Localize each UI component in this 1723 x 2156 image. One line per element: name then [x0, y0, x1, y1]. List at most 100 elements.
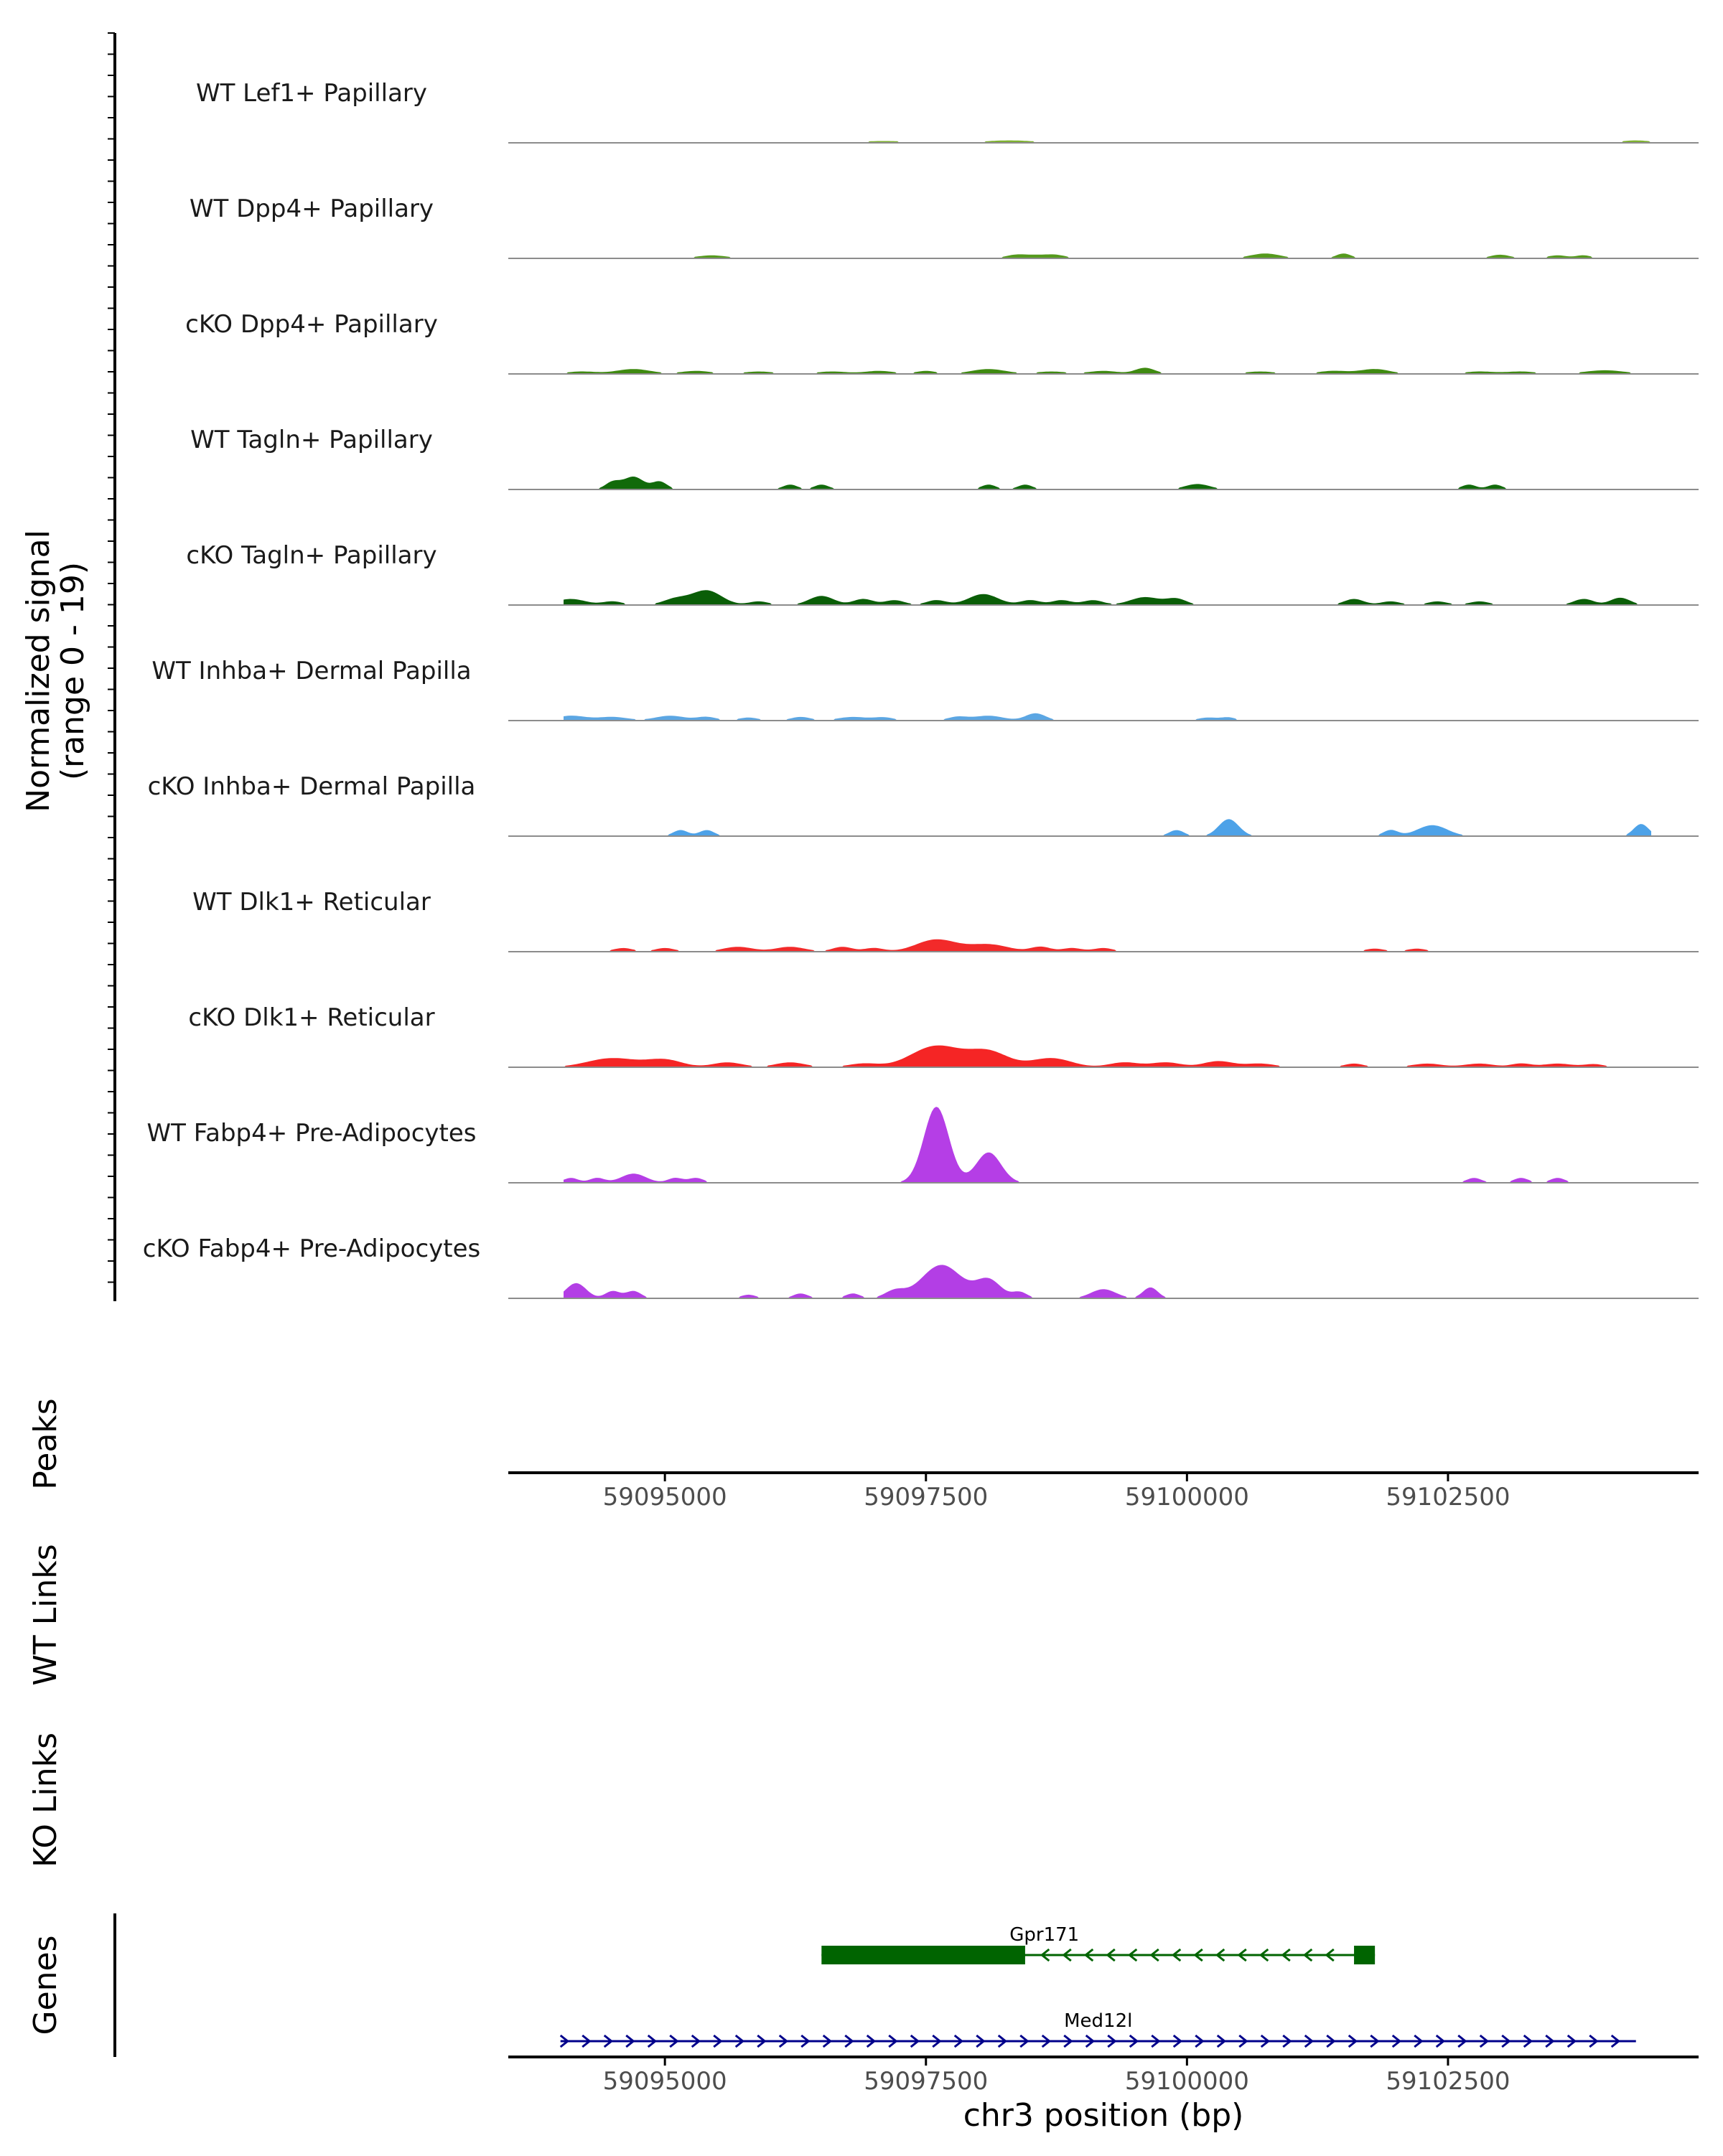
track-label: cKO Tagln+ Papillary	[186, 541, 436, 570]
strand-arrow	[1610, 2034, 1621, 2048]
gene-exon	[1354, 1946, 1376, 1964]
track-label: cKO Fabp4+ Pre-Adipocytes	[143, 1234, 481, 1263]
gene-exon	[821, 1946, 1025, 1964]
track-label: cKO Dlk1+ Reticular	[188, 1003, 434, 1032]
track-label: WT Lef1+ Papillary	[196, 79, 427, 108]
strand-arrow	[1260, 2034, 1271, 2048]
strand-arrow	[713, 2034, 723, 2048]
track-9: cKO Dlk1+ Reticular	[188, 1003, 1699, 1068]
strand-arrow	[1019, 2034, 1029, 2048]
strand-arrow	[1129, 2034, 1139, 2048]
track-label: cKO Inhba+ Dermal Papilla	[148, 772, 476, 801]
strand-arrow	[625, 2034, 635, 2048]
track-7: cKO Inhba+ Dermal Papilla	[148, 772, 1699, 837]
coverage-y-axis-label-line: (range 0 - 19)	[55, 562, 91, 780]
track-8: WT Dlk1+ Reticular	[192, 888, 1699, 952]
coverage-y-axis-label-line: Normalized signal	[20, 530, 57, 812]
genes-panel: Genes Gpr171 Med12l 59095000 59097500 5910000…	[27, 1913, 1699, 2134]
strand-arrow	[1237, 1948, 1247, 1962]
ko-links-track-label: KO Links	[27, 1733, 64, 1867]
strand-arrow	[1457, 2034, 1467, 2048]
peaks-x-tick-label: 59095000	[603, 1483, 727, 1511]
signal-area	[564, 477, 1651, 489]
signal-area	[564, 590, 1651, 605]
gene-Med12l: Med12l	[559, 2010, 1636, 2048]
strand-arrow	[1040, 1948, 1050, 1962]
strand-arrow	[1348, 2034, 1358, 2048]
strand-arrow	[800, 2034, 811, 2048]
strand-arrow	[1523, 2034, 1533, 2048]
links-panel: WT Links KO Links	[27, 1544, 64, 1867]
strand-arrow	[1370, 2034, 1380, 2048]
peaks-track-label: Peaks	[27, 1398, 64, 1489]
track-4: WT Tagln+ Papillary	[190, 426, 1699, 490]
wt-links-track-label: WT Links	[27, 1544, 64, 1685]
strand-arrow	[1149, 1948, 1159, 1962]
strand-arrow	[888, 2034, 898, 2048]
strand-arrow	[1107, 2034, 1117, 2048]
strand-arrow	[1414, 2034, 1424, 2048]
track-11: cKO Fabp4+ Pre-Adipocytes	[143, 1234, 1699, 1299]
strand-arrow	[1326, 2034, 1336, 2048]
coverage-tracks: WT Lef1+ Papillary WT Dpp4+ Papillary cKO …	[143, 79, 1699, 1299]
strand-arrow	[822, 2034, 833, 2048]
strand-arrow	[647, 2034, 658, 2048]
strand-arrow	[1041, 2034, 1052, 2048]
strand-arrow	[1151, 2034, 1161, 2048]
strand-arrow	[1566, 2034, 1577, 2048]
strand-arrow	[1479, 2034, 1490, 2048]
strand-arrow	[1193, 1948, 1203, 1962]
strand-arrow	[1302, 1948, 1313, 1962]
strand-arrow	[691, 2034, 701, 2048]
x-axis-title: chr3 position (bp)	[963, 2097, 1244, 2134]
gene-name-label: Gpr171	[1009, 1924, 1079, 1946]
track-label: WT Dlk1+ Reticular	[192, 888, 431, 917]
signal-area	[564, 1045, 1651, 1067]
signal-area	[564, 1265, 1651, 1298]
strand-arrow	[844, 2034, 854, 2048]
track-3: cKO Dpp4+ Papillary	[185, 310, 1699, 375]
signal-area	[564, 1107, 1651, 1183]
track-label: WT Dpp4+ Papillary	[190, 194, 434, 223]
gene-name-label: Med12l	[1064, 2010, 1132, 2032]
strand-arrow	[1282, 2034, 1292, 2048]
strand-arrow	[1259, 1948, 1269, 1962]
signal-area	[564, 819, 1651, 836]
strand-arrow	[1127, 1948, 1138, 1962]
peaks-x-tick-label: 59097500	[864, 1483, 988, 1511]
track-label: cKO Dpp4+ Papillary	[185, 310, 438, 339]
strand-arrow	[734, 2034, 745, 2048]
coverage-y-axis: Normalized signal(range 0 - 19)	[20, 32, 116, 1301]
strand-arrow	[1325, 1948, 1335, 1962]
track-label: WT Inhba+ Dermal Papilla	[151, 657, 471, 685]
strand-arrow	[1304, 2034, 1315, 2048]
strand-arrow	[1215, 1948, 1225, 1962]
signal-area	[564, 939, 1651, 952]
strand-arrow	[1171, 1948, 1182, 1962]
strand-arrow	[559, 2034, 570, 2048]
strand-arrow	[1085, 2034, 1096, 2048]
track-2: WT Dpp4+ Papillary	[190, 194, 1699, 259]
strand-arrow	[1391, 2034, 1402, 2048]
track-label: WT Fabp4+ Pre-Adipocytes	[147, 1119, 477, 1148]
signal-area	[564, 253, 1651, 258]
strand-arrow	[932, 2034, 942, 2048]
strand-arrow	[1545, 2034, 1555, 2048]
peaks-x-tick-label: 59102500	[1386, 1483, 1510, 1511]
strand-arrow	[1238, 2034, 1248, 2048]
genes-x-tick-label: 59102500	[1386, 2067, 1510, 2096]
strand-arrow	[953, 2034, 964, 2048]
gene-Gpr171: Gpr171	[821, 1924, 1376, 1964]
strand-arrow	[1083, 1948, 1094, 1962]
strand-arrow	[866, 2034, 877, 2048]
genes-x-tick-label: 59097500	[864, 2067, 988, 2096]
signal-area	[564, 713, 1651, 721]
strand-arrow	[1063, 2034, 1073, 2048]
track-label: WT Tagln+ Papillary	[190, 426, 433, 454]
strand-arrow	[1195, 2034, 1205, 2048]
strand-arrow	[910, 2034, 920, 2048]
strand-arrow	[1106, 1948, 1116, 1962]
signal-area	[564, 367, 1651, 374]
genes-track-label: Genes	[27, 1935, 64, 2035]
